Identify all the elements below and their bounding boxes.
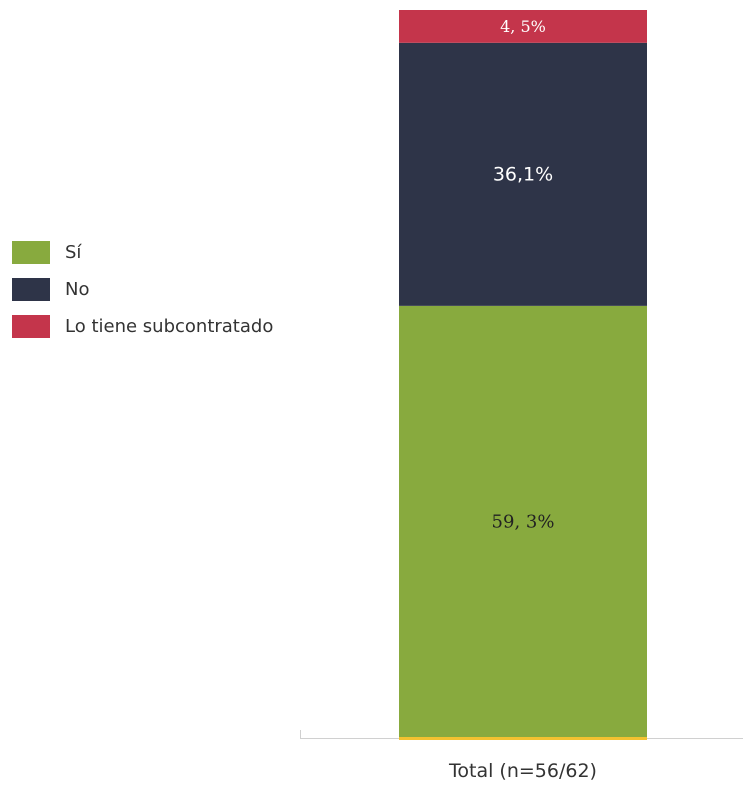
bar-stack bbox=[399, 10, 647, 738]
bar-segment-no bbox=[399, 42, 647, 306]
category-label-0: Total (n=56/62) bbox=[448, 760, 597, 782]
legend-swatch-subcontratado bbox=[12, 315, 50, 338]
legend-label-no: No bbox=[65, 279, 90, 300]
legend: Sí No Lo tiene subcontratado bbox=[12, 241, 273, 352]
data-label-no: 36,1% bbox=[493, 163, 553, 185]
legend-item-subcontratado[interactable]: Lo tiene subcontratado bbox=[12, 315, 273, 338]
legend-item-si[interactable]: Sí bbox=[12, 241, 273, 264]
legend-swatch-no bbox=[12, 278, 50, 301]
bar-segment-subcontratado bbox=[399, 10, 647, 43]
legend-label-subcontratado: Lo tiene subcontratado bbox=[65, 316, 274, 337]
bar-segment-si bbox=[399, 305, 647, 738]
category-labels: Total (n=56/62) bbox=[448, 760, 597, 782]
data-label-si: 59, 3% bbox=[492, 511, 555, 532]
legend-swatch-si bbox=[12, 241, 50, 264]
legend-item-no[interactable]: No bbox=[12, 278, 273, 301]
bar-labels: 59, 3% 36,1% 4, 5% bbox=[492, 17, 555, 533]
legend-label-si: Sí bbox=[65, 242, 82, 263]
data-label-subcontratado: 4, 5% bbox=[500, 17, 546, 36]
